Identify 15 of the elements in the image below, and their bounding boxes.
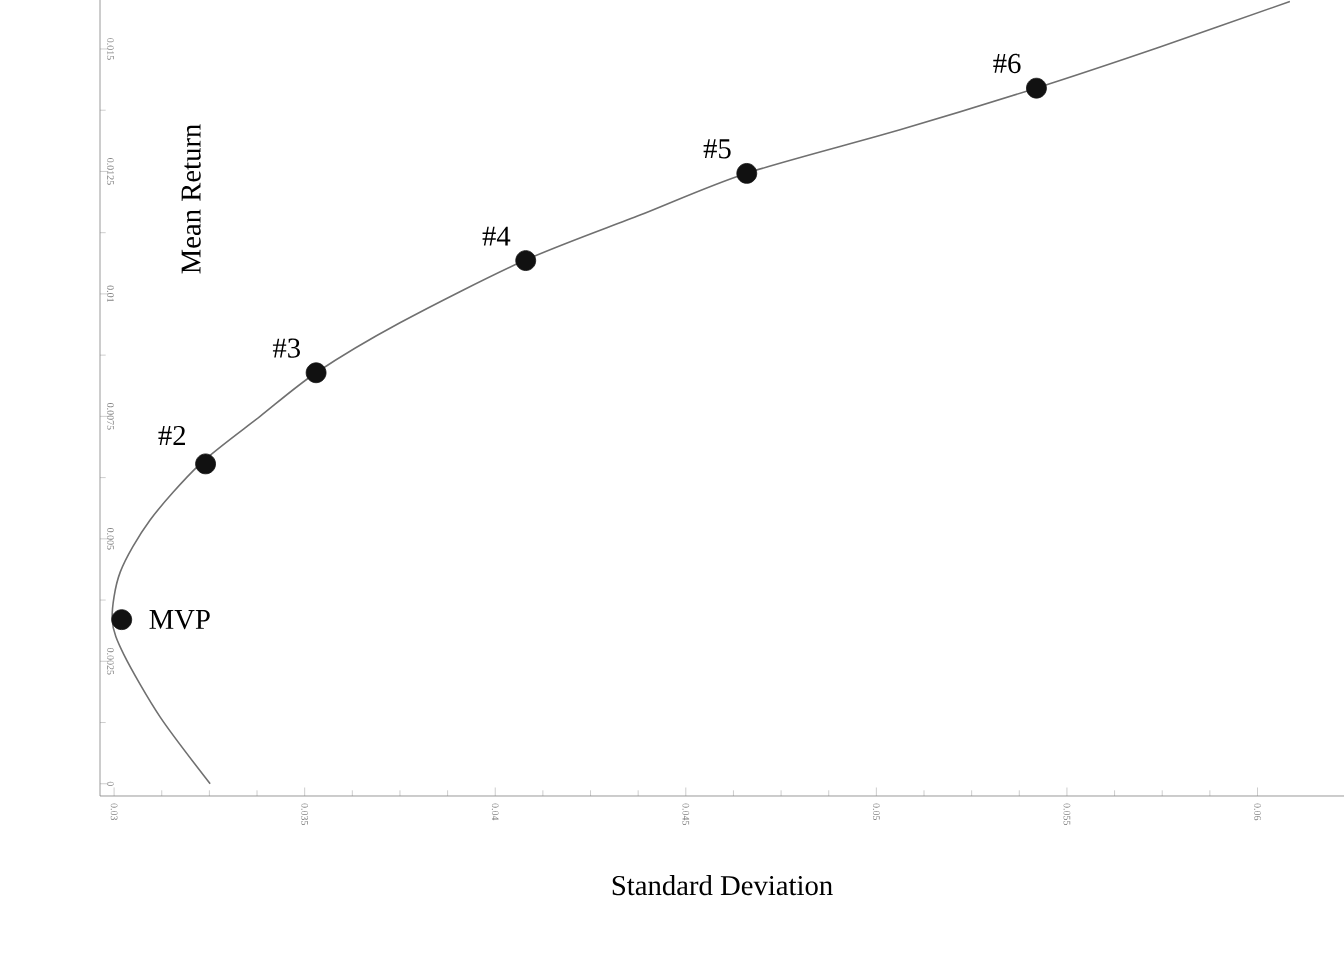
line-series xyxy=(111,0,1291,785)
point xyxy=(111,609,133,631)
annotation: #2 xyxy=(158,425,185,445)
point xyxy=(195,453,216,475)
point xyxy=(515,250,537,271)
annotation: #6 xyxy=(993,53,1021,74)
annotation: MVP xyxy=(149,610,210,630)
point xyxy=(305,362,327,384)
annotation: #3 xyxy=(272,338,300,358)
point xyxy=(1026,77,1047,99)
point xyxy=(736,163,758,184)
y-axis-title: Mean Return xyxy=(181,124,201,274)
annotation: #4 xyxy=(482,226,511,246)
x-axis-title: Standard Deviation xyxy=(612,875,833,896)
annotation: #5 xyxy=(703,139,731,159)
